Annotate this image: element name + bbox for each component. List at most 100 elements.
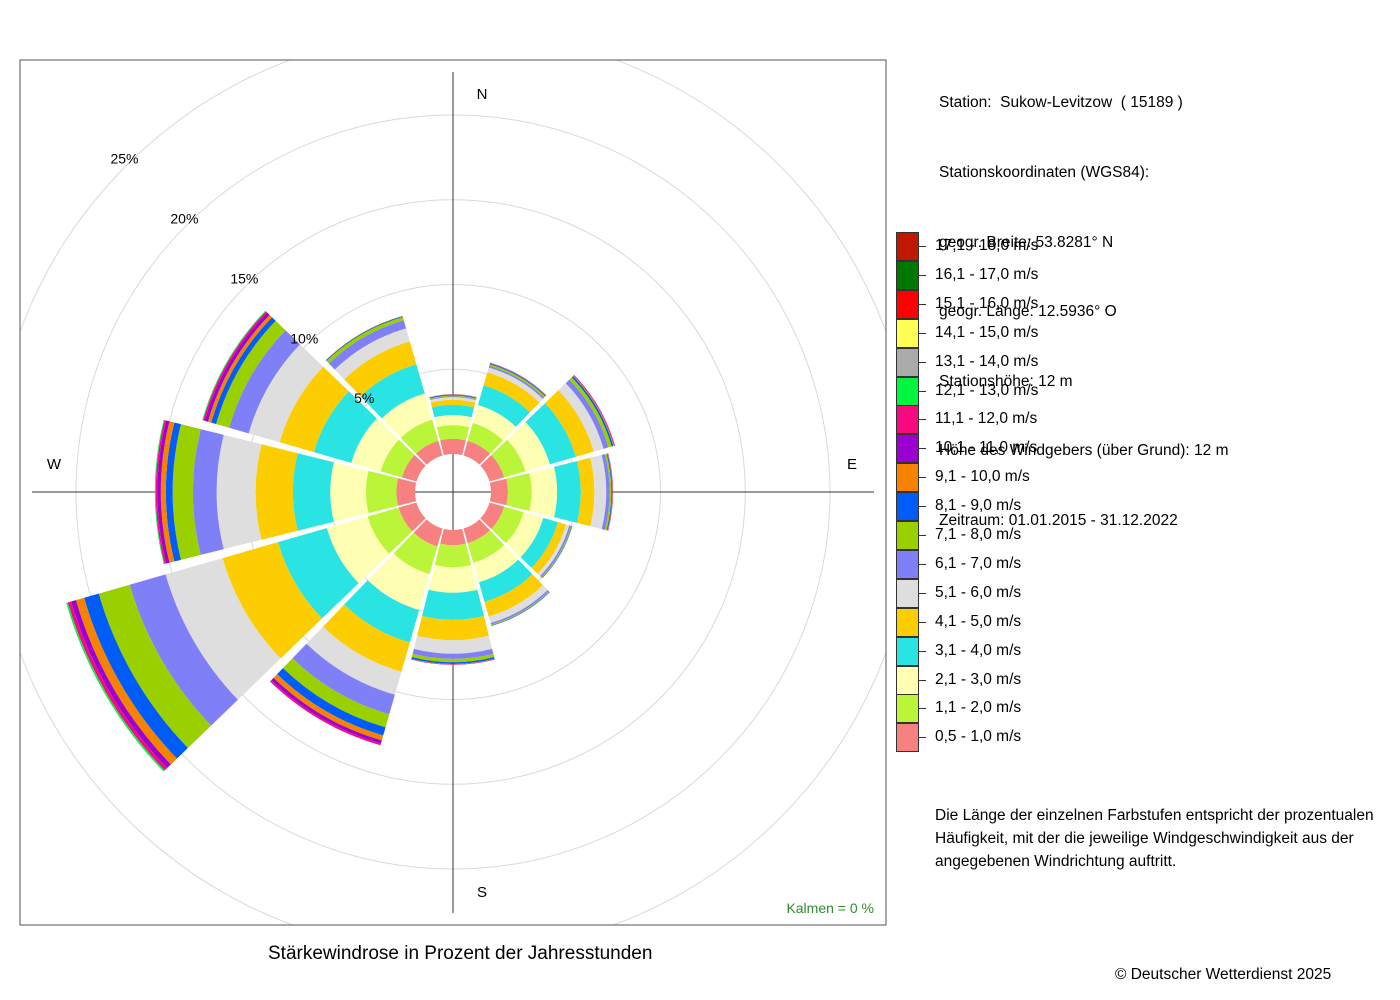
bar-segment-ese-5 (537, 524, 570, 577)
legend-label: 17,1 - 18,0 m/s (935, 237, 1039, 254)
bar-segment-s-7 (411, 653, 495, 663)
legend-swatch (896, 232, 919, 261)
legend-swatch (896, 260, 919, 290)
legend-tick (919, 332, 926, 334)
legend-label: 14,1 - 15,0 m/s (935, 323, 1039, 341)
axis-labels: N E S W 5% 10% 15% 20% 25% (47, 86, 857, 901)
bar-segment-wnw-1 (380, 439, 415, 478)
bar-w (154, 419, 417, 565)
bar-segment-wnw-10 (204, 312, 270, 422)
bar-segment-ne-5 (558, 383, 604, 452)
legend-tick (919, 737, 926, 739)
bar-segment-ssw-6 (292, 643, 395, 715)
bar-ssw (270, 519, 443, 746)
bar-segment-n-5 (430, 397, 476, 403)
bar-ne (480, 374, 615, 482)
bar-segment-ssw-0 (413, 519, 443, 547)
bar-segment-e-5 (590, 454, 607, 530)
legend-label: 15,1 - 16,0 m/s (935, 294, 1039, 312)
bar-e (489, 453, 614, 531)
ring-label-10: 10% (290, 330, 318, 346)
bar-segment-wnw-0 (401, 455, 426, 482)
bar-segment-ssw-10 (271, 677, 382, 744)
bar-segment-n-4 (430, 399, 476, 408)
bar-segment-sw-8 (84, 593, 188, 759)
bar-segment-n-8 (429, 394, 477, 399)
ring-label-25: 25% (110, 150, 138, 166)
legend-item: 5,1 - 6,0 m/s (896, 578, 1096, 608)
legend-item: 14,1 - 15,0 m/s (896, 318, 1096, 348)
legend-swatch (896, 376, 919, 406)
bar-segment-e-11 (608, 453, 614, 531)
plot-frame (19, 59, 887, 926)
legend-label: 5,1 - 6,0 m/s (935, 583, 1022, 601)
legend-label: 1,1 - 2,0 m/s (935, 699, 1022, 717)
legend-tick (919, 246, 926, 247)
ring-label-20: 20% (170, 210, 198, 226)
bar-s (411, 528, 495, 665)
compass-label-s: S (477, 884, 487, 901)
bar-n (429, 394, 477, 456)
bar-segment-ne-3 (525, 403, 576, 465)
calm-label: Kalmen = 0 % (786, 900, 874, 916)
explanation-note: Die Länge der einzelnen Farbstufen entsp… (935, 807, 1374, 870)
bar-segment-s-2 (428, 565, 478, 593)
bar-segment-ne-6 (565, 379, 609, 449)
bar-sse (463, 519, 550, 626)
bar-sw (66, 502, 426, 772)
bar-segment-s-3 (422, 589, 484, 620)
bar-segment-ese-1 (491, 506, 524, 544)
bar-segment-s-4 (417, 616, 489, 641)
bar-segment-nne-0 (463, 440, 490, 465)
legend-swatch (896, 347, 919, 377)
station-longitude: geogr. Länge: 12.5936° O (939, 303, 1117, 321)
legend-tick (919, 477, 926, 479)
bar-segment-ssw-9 (273, 674, 384, 741)
bar-segment-sw-1 (367, 507, 413, 554)
bar-segment-nnw-2 (381, 393, 433, 438)
bar-segment-wnw-5 (248, 344, 324, 443)
legend-item: 0,5 - 1,0 m/s (896, 723, 1096, 753)
bar-segment-e-6 (601, 454, 610, 530)
bar-segment-n-1 (436, 425, 470, 441)
legend-label: 16,1 - 17,0 m/s (935, 265, 1039, 283)
bar-segment-n-10 (429, 394, 477, 398)
legend-label: 11,1 - 12,0 m/s (935, 410, 1038, 428)
bar-segment-ne-1 (491, 439, 526, 478)
bar-segment-nne-3 (477, 385, 531, 427)
legend-tick (919, 563, 926, 565)
compass-label-w: W (47, 456, 62, 473)
legend-label: 3,1 - 4,0 m/s (935, 641, 1022, 659)
legend-label: 0,5 - 1,0 m/s (935, 728, 1022, 746)
bar-segment-w-9 (160, 421, 175, 563)
bar-segment-sw-2 (326, 516, 390, 584)
bar-segment-ssw-4 (322, 604, 410, 672)
legend-label: 10,1 - 11,0 m/s (935, 439, 1038, 457)
bar-segment-w-11 (155, 420, 167, 564)
bar-segment-sse-3 (478, 559, 533, 602)
bar-segment-w-1 (365, 470, 399, 514)
bar-segment-nnw-6 (328, 320, 407, 370)
bar-segment-n-0 (440, 438, 466, 456)
bar-segment-sse-1 (467, 530, 505, 563)
legend-item: 9,1 - 10,0 m/s (896, 463, 1096, 493)
bar-segment-s-8 (411, 657, 495, 664)
station-info: Station: Sukow-Levitzow ( 15189 ) Statio… (939, 45, 1228, 555)
bar-segment-ese-6 (540, 525, 571, 578)
bar-segment-wnw-2 (351, 418, 399, 472)
bar-segment-ese-2 (505, 512, 544, 558)
bar-segment-ssw-5 (306, 626, 402, 695)
bar-segment-wnw-9 (207, 314, 273, 423)
bar-segment-sw-9 (75, 597, 177, 765)
legend-label: 4,1 - 5,0 m/s (935, 612, 1022, 630)
bar-segment-sw-3 (277, 528, 359, 619)
station-name: Station: Sukow-Levitzow ( 15189 ) (939, 94, 1183, 112)
legend-item: 12,1 - 13,0 m/s (896, 376, 1096, 406)
bar-segment-nnw-1 (400, 419, 439, 454)
bar-segment-s-9 (411, 658, 495, 665)
bar-segment-w-7 (172, 424, 201, 560)
legend-tick (919, 650, 926, 652)
bar-segment-e-1 (506, 472, 532, 512)
bar-segment-sse-2 (473, 544, 519, 583)
bar-segment-sw-6 (129, 574, 238, 726)
